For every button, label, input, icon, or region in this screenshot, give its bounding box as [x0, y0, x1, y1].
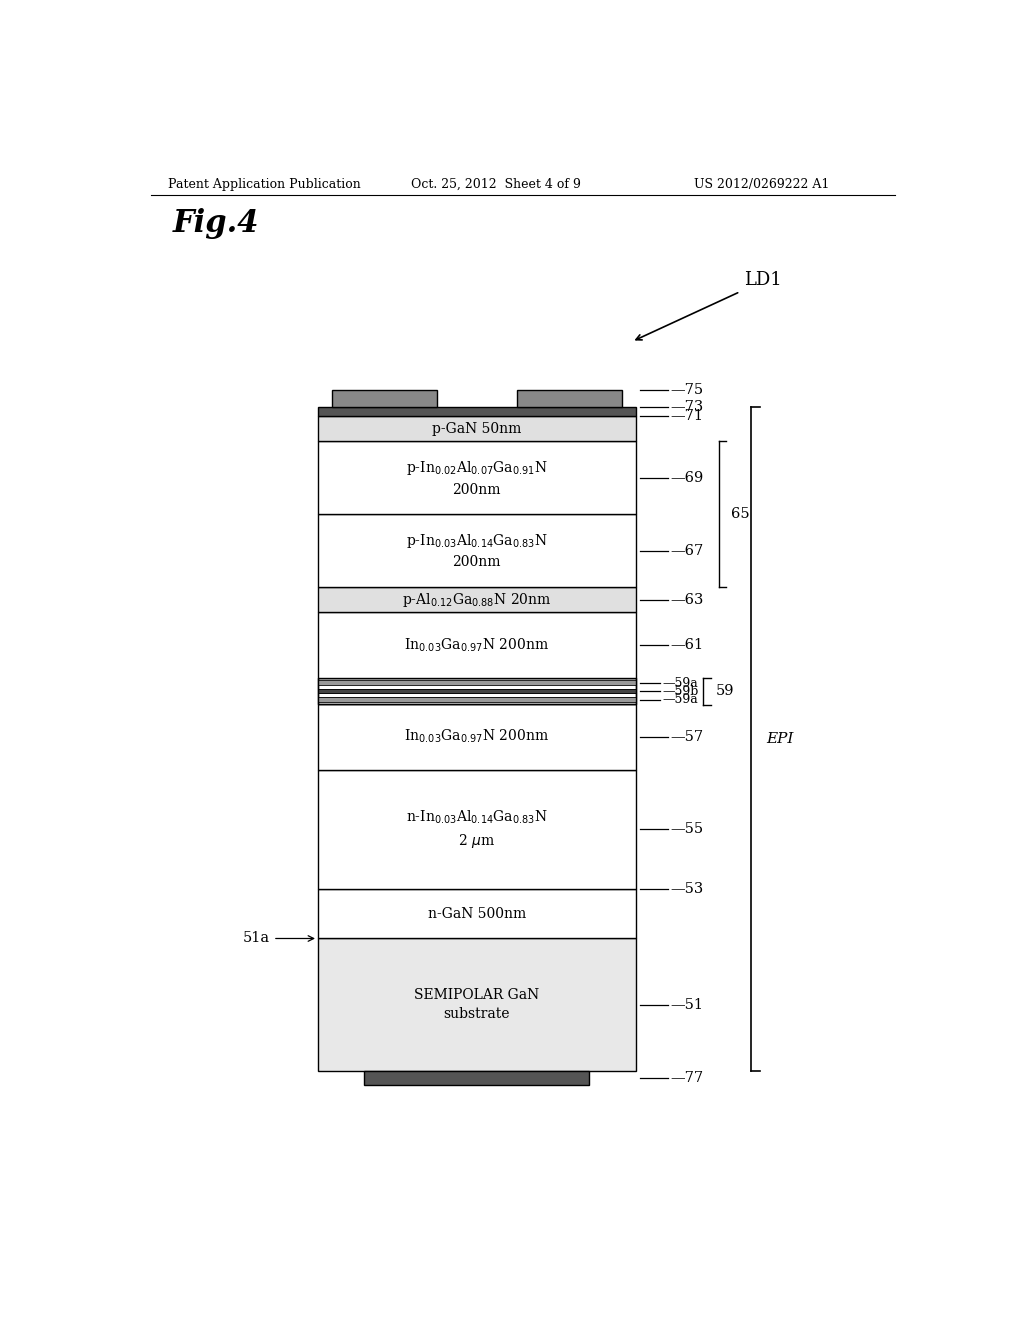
Text: US 2012/0269222 A1: US 2012/0269222 A1: [693, 178, 829, 190]
Text: In$_{0.03}$Ga$_{0.97}$N 200nm: In$_{0.03}$Ga$_{0.97}$N 200nm: [404, 727, 549, 746]
Text: —75: —75: [671, 383, 703, 397]
Bar: [317, 416, 636, 441]
Text: —71: —71: [671, 409, 703, 424]
Text: LD1: LD1: [744, 271, 782, 289]
Text: SEMIPOLAR GaN
substrate: SEMIPOLAR GaN substrate: [414, 987, 540, 1022]
Bar: [317, 612, 636, 678]
Text: In$_{0.03}$Ga$_{0.97}$N 200nm: In$_{0.03}$Ga$_{0.97}$N 200nm: [404, 636, 549, 653]
Text: EPI: EPI: [767, 733, 794, 746]
Text: n-GaN 500nm: n-GaN 500nm: [428, 907, 526, 920]
Text: Patent Application Publication: Patent Application Publication: [168, 178, 361, 190]
Text: —53: —53: [671, 882, 703, 896]
Text: p-In$_{0.03}$Al$_{0.14}$Ga$_{0.83}$N
200nm: p-In$_{0.03}$Al$_{0.14}$Ga$_{0.83}$N 200…: [406, 532, 548, 569]
Text: p-GaN 50nm: p-GaN 50nm: [432, 422, 521, 436]
Text: n-In$_{0.03}$Al$_{0.14}$Ga$_{0.83}$N
2 $\mu$m: n-In$_{0.03}$Al$_{0.14}$Ga$_{0.83}$N 2 $…: [406, 808, 548, 850]
Bar: [317, 441, 636, 515]
Bar: [317, 678, 636, 704]
Text: 65: 65: [731, 507, 750, 521]
Text: —61: —61: [671, 639, 703, 652]
Text: —69: —69: [671, 471, 703, 484]
Bar: [332, 391, 436, 407]
Bar: [317, 697, 636, 702]
Text: —77: —77: [671, 1071, 703, 1085]
Bar: [317, 689, 636, 693]
Text: —59a: —59a: [663, 677, 698, 689]
Bar: [365, 1071, 589, 1085]
Text: —51: —51: [671, 998, 703, 1011]
Bar: [317, 678, 636, 704]
Text: 51a: 51a: [243, 932, 270, 945]
Bar: [317, 515, 636, 587]
Bar: [317, 407, 636, 416]
Bar: [317, 888, 636, 939]
Text: Oct. 25, 2012  Sheet 4 of 9: Oct. 25, 2012 Sheet 4 of 9: [411, 178, 581, 190]
Bar: [317, 681, 636, 685]
Text: —57: —57: [671, 730, 703, 743]
Text: —73: —73: [671, 400, 703, 414]
Text: —67: —67: [671, 544, 703, 557]
Text: —59b: —59b: [663, 685, 699, 698]
Text: 59: 59: [716, 684, 734, 698]
Text: p-Al$_{0.12}$Ga$_{0.88}$N 20nm: p-Al$_{0.12}$Ga$_{0.88}$N 20nm: [402, 590, 552, 609]
Bar: [317, 770, 636, 888]
Text: Fig.4: Fig.4: [173, 209, 259, 239]
Bar: [517, 391, 622, 407]
Text: p-In$_{0.02}$Al$_{0.07}$Ga$_{0.91}$N
200nm: p-In$_{0.02}$Al$_{0.07}$Ga$_{0.91}$N 200…: [406, 459, 548, 496]
Text: —63: —63: [671, 593, 703, 607]
Bar: [317, 704, 636, 770]
Text: —55: —55: [671, 822, 703, 837]
Bar: [317, 587, 636, 612]
Bar: [317, 939, 636, 1071]
Text: —59a: —59a: [663, 693, 698, 706]
